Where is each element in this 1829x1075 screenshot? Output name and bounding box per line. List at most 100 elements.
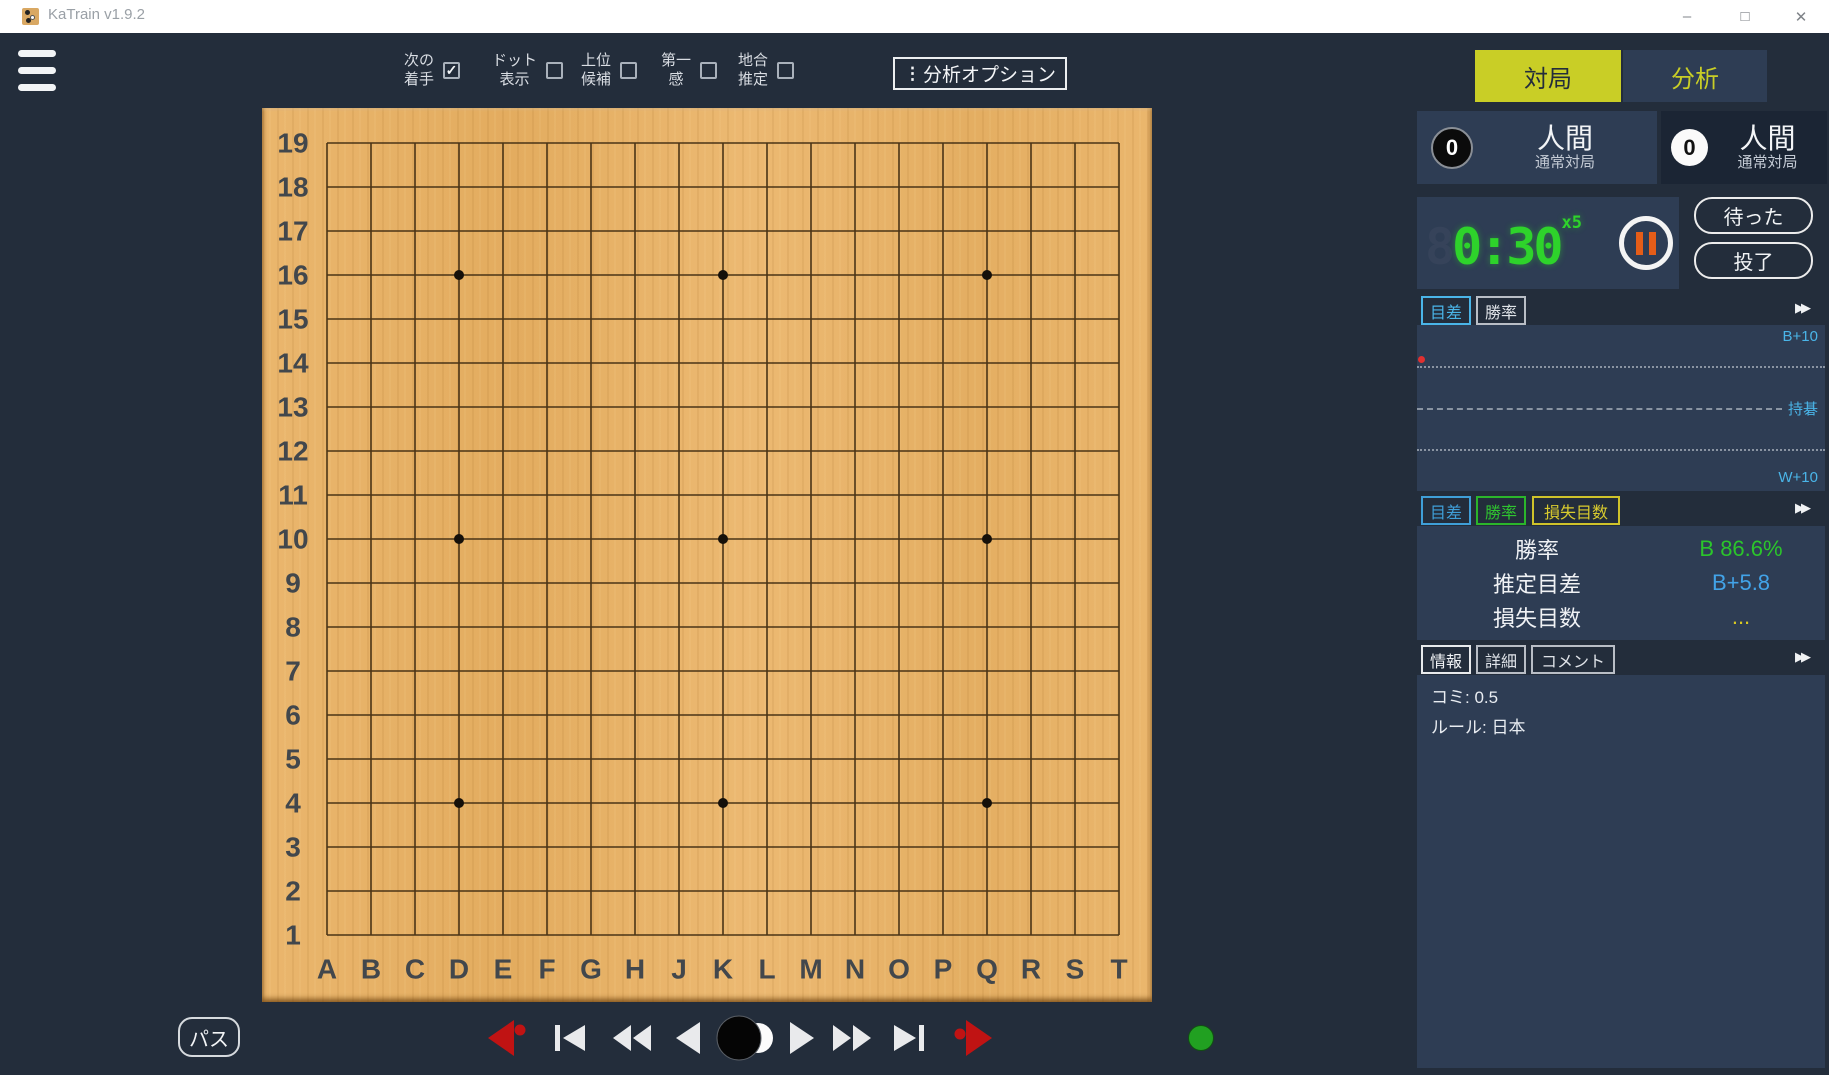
graph-label-bottom: W+10 — [1778, 469, 1818, 486]
next-move-checkbox[interactable]: ✓ — [443, 61, 461, 79]
current-move-marker — [1418, 356, 1425, 363]
svg-text:9: 9 — [285, 568, 301, 599]
svg-text:16: 16 — [277, 260, 308, 291]
maximize-button[interactable]: □ — [1740, 8, 1750, 25]
score-graph[interactable]: B+10 持碁 W+10 — [1417, 325, 1825, 491]
stat-row-score-estimate: 推定目差 B+5.8 — [1492, 570, 1771, 597]
close-button[interactable]: ✕ — [1794, 8, 1808, 26]
byo-yomi-clock: 80:30x5 — [1425, 213, 1583, 276]
rewind-icon — [613, 1025, 651, 1051]
forward-arrow-icon — [790, 1022, 814, 1054]
white-player-type: 通常対局 — [1737, 154, 1798, 171]
periods-multiplier: x5 — [1561, 213, 1583, 233]
black-stone-captures: 0 — [1431, 126, 1473, 169]
svg-text:S: S — [1066, 954, 1085, 985]
current-player-indicator[interactable] — [714, 1015, 774, 1061]
stat-row-point-loss: 損失目数 ... — [1492, 604, 1751, 631]
red-back-arrow-icon — [488, 1020, 526, 1056]
svg-text:B: B — [361, 954, 381, 985]
undo-button[interactable]: 待った — [1694, 197, 1813, 234]
player-card-white[interactable]: 0 人間 通常対局 — [1661, 111, 1827, 184]
policy-checkbox[interactable] — [700, 61, 718, 79]
toggle-next-move[interactable]: 次の 着手 ✓ — [404, 46, 461, 94]
skip-to-start-button[interactable] — [546, 1016, 594, 1060]
svg-text:P: P — [934, 954, 953, 985]
back-arrow-icon — [676, 1022, 700, 1054]
pause-icon — [1636, 231, 1643, 255]
svg-text:5: 5 — [285, 744, 301, 775]
skip-to-end-button[interactable] — [885, 1016, 933, 1060]
white-stone-captures: 0 — [1671, 129, 1708, 166]
engine-status-icon — [1188, 1025, 1214, 1051]
svg-text:17: 17 — [277, 216, 308, 247]
graph-label-top: B+10 — [1782, 328, 1818, 345]
go-board[interactable]: 19 18 17 16 15 14 13 12 11 10 9 8 7 6 5 4 3 2 1 A B C D E F G H J K L… — [262, 108, 1152, 1002]
window-title: KaTrain v1.9.2 — [48, 6, 145, 23]
prev-mistake-button[interactable] — [482, 1016, 530, 1060]
info-tab-comments[interactable]: コメント — [1531, 645, 1615, 674]
resign-button[interactable]: 投了 — [1694, 242, 1813, 279]
komi-info: コミ: 0.5 — [1431, 688, 1499, 707]
game-info-panel: コミ: 0.5 ルール: 日本 — [1417, 675, 1825, 1068]
timer-panel: 80:30x5 — [1417, 197, 1679, 289]
svg-text:2: 2 — [285, 876, 301, 907]
app-icon — [22, 8, 39, 25]
svg-text:3: 3 — [285, 832, 301, 863]
graph-expand-icon[interactable]: ▶▶ — [1795, 300, 1811, 315]
tab-play[interactable]: 対局 — [1475, 50, 1621, 102]
svg-text:D: D — [449, 954, 469, 985]
graph-tab-score[interactable]: 目差 — [1421, 296, 1471, 325]
toggle-top-moves[interactable]: 上位 候補 — [581, 46, 638, 94]
svg-text:C: C — [405, 954, 425, 985]
info-expand-icon[interactable]: ▶▶ — [1795, 649, 1811, 664]
svg-text:6: 6 — [285, 700, 301, 731]
menu-hamburger-icon[interactable] — [18, 48, 58, 92]
toggle-dots[interactable]: ドット 表示 — [492, 46, 564, 94]
tab-analysis[interactable]: 分析 — [1623, 50, 1767, 102]
options-dots-icon: ⋮ — [903, 63, 921, 83]
stats-tab-winrate[interactable]: 勝率 — [1476, 496, 1526, 525]
stats-tab-point-loss[interactable]: 損失目数 — [1532, 496, 1620, 525]
svg-text:8: 8 — [285, 612, 301, 643]
info-tab-info[interactable]: 情報 — [1421, 645, 1471, 674]
svg-text:N: N — [845, 954, 865, 985]
dots-checkbox[interactable] — [546, 61, 564, 79]
black-player-type: 通常対局 — [1534, 154, 1595, 171]
svg-text:G: G — [580, 954, 602, 985]
rewind-button[interactable] — [608, 1016, 656, 1060]
back-button[interactable] — [665, 1016, 713, 1060]
top-moves-checkbox[interactable] — [620, 61, 638, 79]
fast-forward-button[interactable] — [828, 1016, 876, 1060]
svg-text:O: O — [888, 954, 910, 985]
info-tab-details[interactable]: 詳細 — [1476, 645, 1526, 674]
svg-text:4: 4 — [285, 788, 301, 819]
gridline — [1417, 366, 1825, 368]
player-card-black[interactable]: 0 人間 通常対局 — [1417, 111, 1657, 184]
rules-info: ルール: 日本 — [1431, 718, 1526, 737]
svg-text:1: 1 — [285, 920, 301, 951]
svg-text:Q: Q — [976, 954, 998, 985]
svg-text:15: 15 — [277, 304, 308, 335]
time-remaining: 0:30 — [1452, 218, 1563, 276]
next-mistake-button[interactable] — [950, 1016, 998, 1060]
minimize-button[interactable]: – — [1682, 8, 1692, 25]
graph-tab-winrate[interactable]: 勝率 — [1476, 296, 1526, 325]
pause-button[interactable] — [1619, 216, 1673, 270]
graph-label-middle: 持碁 — [1787, 401, 1818, 418]
svg-text:11: 11 — [278, 480, 308, 511]
stats-tab-score[interactable]: 目差 — [1421, 496, 1471, 525]
analysis-options-button[interactable]: ⋮ 分析オプション — [893, 57, 1067, 90]
red-forward-arrow-icon — [954, 1020, 992, 1056]
skip-start-icon — [555, 1025, 585, 1051]
svg-text:T: T — [1110, 954, 1127, 985]
pause-icon — [1649, 231, 1656, 255]
territory-checkbox[interactable] — [777, 61, 795, 79]
black-player-name: 人間 — [1536, 123, 1593, 154]
toggle-territory[interactable]: 地合 推定 — [738, 46, 795, 94]
toggle-policy[interactable]: 第一感 — [661, 46, 718, 94]
white-player-name: 人間 — [1739, 123, 1796, 154]
stats-expand-icon[interactable]: ▶▶ — [1795, 500, 1811, 515]
pass-button[interactable]: パス — [178, 1017, 240, 1057]
svg-text:E: E — [494, 954, 513, 985]
forward-button[interactable] — [777, 1016, 825, 1060]
